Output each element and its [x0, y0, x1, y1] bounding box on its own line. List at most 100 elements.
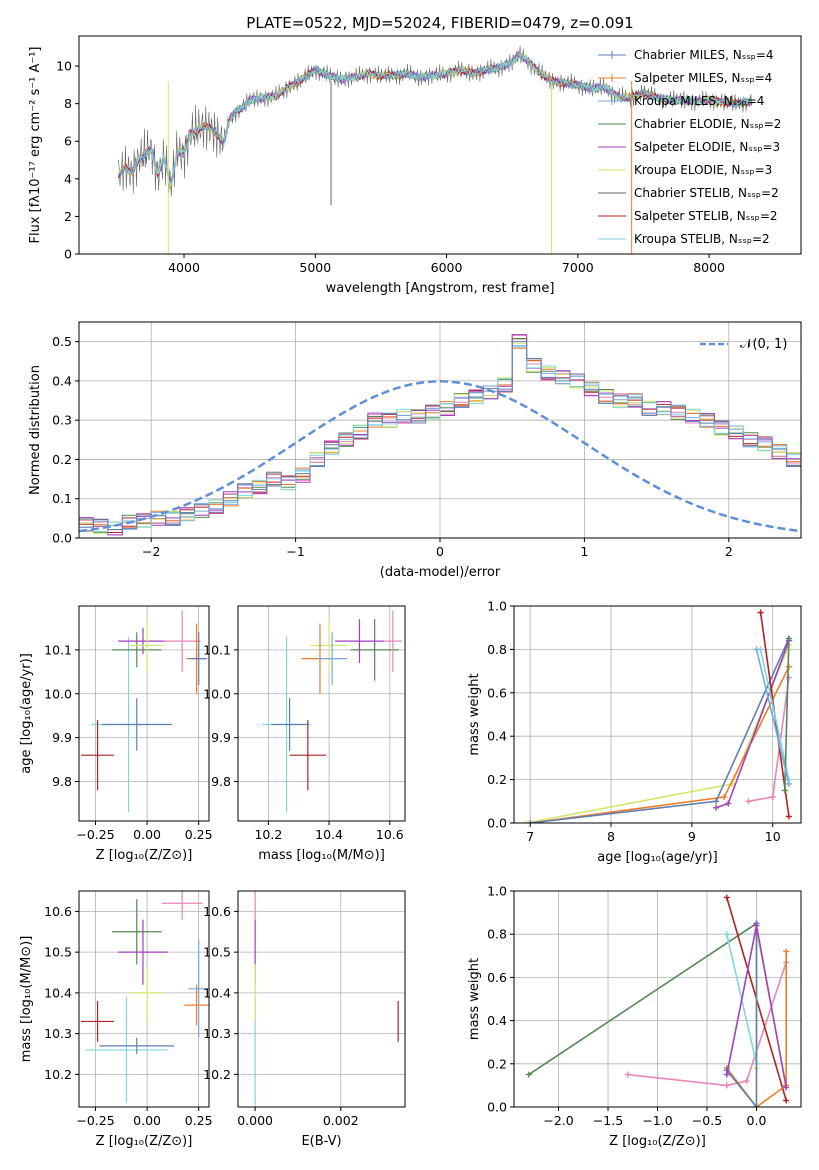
- tick-label-x: 7000: [562, 260, 594, 275]
- tick-label-x: 0.000: [237, 1113, 273, 1128]
- tick-label-x: 0.00: [133, 1113, 161, 1128]
- tick-label-y: 0.2: [487, 1056, 507, 1071]
- tick-label-y: 10.6: [203, 904, 231, 919]
- tick-label-x: −0.25: [76, 827, 114, 842]
- histogram-chabrier-miles: [79, 341, 801, 531]
- tick-label-x: −2: [142, 544, 160, 559]
- legend-label: Kroupa MILES, Nₛₛₚ=4: [634, 94, 764, 108]
- panel-6: −0.25 0.00 0.25 10.2 10.3 10.4 10.5 10.6 Z [log₁…: [19, 890, 213, 1149]
- plot-area: [117, 45, 753, 254]
- axis-label-y: mass weight: [467, 673, 482, 755]
- tick-label-x: 0.25: [185, 827, 213, 842]
- axis-label-y: Normed distribution: [28, 365, 43, 495]
- tick-label-y: 10.2: [203, 1067, 231, 1082]
- series-marker: [713, 798, 720, 805]
- tick-label-y: 10.0: [44, 686, 72, 701]
- tick-label-y: 0.3: [52, 413, 72, 428]
- tick-label-y: 0.4: [487, 1013, 507, 1028]
- tick-label-y: 0.0: [487, 1100, 507, 1115]
- tick-label-y: 9.9: [211, 730, 231, 745]
- tick-label-y: 10: [56, 59, 72, 74]
- series-marker: [721, 793, 728, 800]
- series-marker: [713, 804, 720, 811]
- series-marker: [781, 787, 788, 794]
- panel-8: −2.0 −1.5 −1.0 −0.5 0.0 0.0 0.2 0.4 0.6 0.8 1.0 Z […: [467, 884, 802, 1149]
- tick-label-x: 8: [607, 829, 615, 844]
- series-marker: [757, 609, 764, 616]
- tick-label-y: 10.5: [203, 945, 231, 960]
- legend-label: Chabrier STELIB, Nₛₛₚ=2: [634, 186, 779, 200]
- tick-label-x: 0.25: [185, 1113, 213, 1128]
- panel-3: −0.25 0.00 0.25 9.8 9.9 10.0 10.1 Z [log₁₀(Z/Z⊙…: [19, 605, 213, 863]
- series-line: [755, 649, 790, 785]
- series-marker: [523, 820, 530, 823]
- axes-frame: [78, 35, 802, 255]
- series-marker: [785, 674, 792, 681]
- tick-label-y: 0.2: [487, 772, 507, 787]
- plot-area: [254, 891, 399, 1103]
- tick-label-x: 5000: [299, 260, 331, 275]
- legend-label: Kroupa STELIB, Nₛₛₚ=2: [634, 232, 770, 246]
- axes-frame: [78, 890, 210, 1108]
- tick-label-y: 0.4: [487, 729, 507, 744]
- spectrum-line-kroupa-stelib: [118, 54, 753, 186]
- tick-label-y: 0.8: [487, 642, 507, 657]
- tick-label-y: 0.8: [487, 927, 507, 942]
- panel1-title: PLATE=0522, MJD=52024, FIBERID=0479, z=0…: [246, 14, 633, 32]
- tick-label-x: 0.00: [133, 827, 161, 842]
- tick-label-x: −0.25: [76, 1113, 114, 1128]
- tick-label-y: 9.8: [52, 774, 72, 789]
- spectrum-line-kroupa-miles: [118, 51, 753, 184]
- tick-label-y: 0: [64, 247, 72, 262]
- series-marker: [743, 1078, 750, 1085]
- series-marker: [785, 635, 792, 642]
- tick-label-x: 2: [725, 544, 733, 559]
- tick-label-x: −0.5: [692, 1113, 722, 1128]
- tick-label-y: 9.8: [211, 774, 231, 789]
- series-line: [759, 649, 790, 780]
- axis-label-x: Z [log₁₀(Z/Z⊙)]: [96, 848, 193, 863]
- legend-label: Chabrier MILES, Nₛₛₚ=4: [634, 48, 774, 62]
- series-marker: [769, 793, 776, 800]
- tick-label-y: 1.0: [487, 884, 507, 899]
- tick-label-y: 0.6: [487, 685, 507, 700]
- axis-label-y: mass [log₁₀(M/M⊙)]: [19, 936, 34, 1063]
- tick-label-y: 8: [64, 96, 72, 111]
- series-marker: [753, 646, 760, 653]
- tick-label-x: −1: [286, 544, 304, 559]
- axes-frame: [237, 605, 406, 822]
- axis-label-y: age [log₁₀(age/yr)]: [19, 653, 34, 774]
- legend: Chabrier MILES, Nₛₛₚ=4 Salpeter MILES, Nₛ…: [598, 48, 781, 246]
- tick-label-y: 1.0: [487, 599, 507, 614]
- series-marker: [624, 1071, 631, 1078]
- tick-label-y: 0.2: [52, 452, 72, 467]
- panel-7: 0.000 0.002 10.2 10.3 10.4 10.5 10.6 E(B-V): [203, 890, 406, 1149]
- plot-area: [525, 894, 790, 1107]
- axis-label-x: mass [log₁₀(M/M⊙)]: [258, 848, 385, 863]
- axes-frame: [513, 605, 802, 824]
- tick-label-y: 6: [64, 134, 72, 149]
- tick-label-y: 10.3: [203, 1026, 231, 1041]
- tick-label-y: 10.3: [44, 1026, 72, 1041]
- tick-label-y: 0.5: [52, 334, 72, 349]
- series-marker: [783, 1097, 790, 1104]
- tick-label-y: 10.0: [203, 686, 231, 701]
- tick-label-x: 8000: [693, 260, 725, 275]
- tick-label-x: 1: [580, 544, 588, 559]
- tick-label-x: −2.0: [543, 1113, 573, 1128]
- series-marker: [723, 1082, 730, 1089]
- axis-label-y: mass weight: [467, 958, 482, 1040]
- tick-label-y: 9.9: [52, 730, 72, 745]
- tick-label-y: 0.6: [487, 970, 507, 985]
- series-marker: [783, 948, 790, 955]
- legend-label: Salpeter MILES, Nₛₛₚ=4: [634, 71, 772, 85]
- tick-label-x: 7: [526, 829, 534, 844]
- axis-label-y: Flux [fλ10⁻¹⁷ erg cm⁻² s⁻¹ A⁻¹]: [28, 47, 43, 244]
- plot-area: [262, 610, 402, 813]
- panel-2: 𝒩(0, 1) −2 −1 0 1 2 0.0 0.1 0.2 0.3 0.4 0.5 (data-mo…: [28, 321, 802, 580]
- series-line: [528, 922, 757, 1076]
- tick-label-x: 0: [436, 544, 444, 559]
- tick-label-x: 10.6: [376, 827, 404, 842]
- legend-label: 𝒩(0, 1): [740, 337, 787, 352]
